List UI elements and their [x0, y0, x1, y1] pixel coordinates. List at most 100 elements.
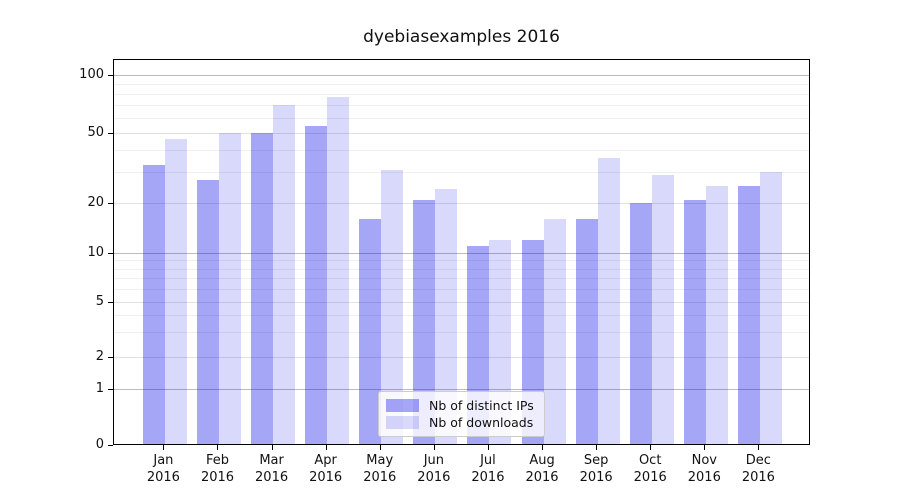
x-tick-label-month: Dec — [745, 453, 771, 468]
bar-downloads-jan — [164, 139, 187, 445]
x-tick-label-month: Jul — [480, 453, 496, 468]
x-tick-label-year: 2016 — [633, 470, 667, 485]
bar-distinct-ips-oct — [629, 203, 652, 445]
gridline-minor — [114, 172, 809, 174]
x-tick-label-month: Sep — [583, 453, 609, 468]
x-tick-label-month: Oct — [638, 453, 662, 468]
y-tick-label: 0 — [95, 437, 104, 452]
x-tick-label-year: 2016 — [471, 470, 505, 485]
bar-distinct-ips-dec — [737, 186, 760, 445]
y-tick-label: 100 — [79, 67, 104, 82]
legend-swatch-downloads — [386, 416, 419, 429]
gridline-minor — [114, 278, 809, 280]
gridline-major — [114, 389, 809, 391]
x-tick-label-month: Feb — [205, 453, 229, 468]
x-tick-label-year: 2016 — [417, 470, 451, 485]
bar-downloads-nov — [705, 186, 728, 445]
x-tick-label-year: 2016 — [579, 470, 613, 485]
y-tick-mark — [108, 389, 113, 391]
x-tick-label-month: Jun — [423, 453, 444, 468]
chart-title: dyebiasexamples 2016 — [363, 27, 560, 47]
x-tick-mark — [487, 445, 489, 450]
gridline-minor — [114, 288, 809, 290]
gridline-minor — [114, 260, 809, 262]
x-tick-label-month: Aug — [529, 453, 555, 468]
x-tick-mark — [163, 445, 165, 450]
bar-downloads-dec — [759, 172, 782, 445]
gridline-minor — [114, 117, 809, 119]
y-tick-mark — [108, 203, 113, 205]
bar-distinct-ips-apr — [305, 126, 328, 445]
x-tick-mark — [758, 445, 760, 450]
bar-downloads-aug — [543, 219, 566, 445]
bar-downloads-may — [381, 169, 404, 445]
x-tick-label-year: 2016 — [525, 470, 559, 485]
gridline-labeled-minor — [114, 132, 809, 134]
y-tick-mark — [108, 253, 113, 254]
bar-distinct-ips-sep — [575, 219, 598, 445]
gridline-major — [114, 253, 809, 254]
y-tick-mark — [108, 356, 113, 358]
x-tick-label-year: 2016 — [687, 470, 721, 485]
bar-distinct-ips-jan — [142, 164, 165, 445]
gridline-minor — [114, 268, 809, 270]
legend-item: Nb of downloads — [386, 415, 536, 430]
y-tick-label: 2 — [95, 348, 104, 364]
bar-distinct-ips-nov — [683, 199, 706, 445]
x-tick-label-year: 2016 — [309, 470, 343, 485]
bar-distinct-ips-may — [359, 219, 382, 445]
bar-downloads-jun — [435, 189, 458, 445]
gridline-minor — [114, 83, 809, 85]
bar-distinct-ips-jun — [413, 199, 436, 445]
x-tick-label-month: Nov — [691, 453, 717, 468]
bar-downloads-feb — [218, 132, 241, 445]
x-tick-label-month: Apr — [314, 453, 337, 468]
y-tick-label: 1 — [95, 381, 104, 397]
x-tick-mark — [271, 445, 273, 450]
y-tick-label: 10 — [87, 245, 104, 260]
legend-swatch-distinct-ips — [386, 399, 419, 412]
y-tick-label: 20 — [87, 195, 104, 211]
bar-distinct-ips-mar — [251, 132, 274, 445]
legend: Nb of distinct IPs Nb of downloads — [378, 391, 545, 437]
x-tick-label-year: 2016 — [363, 470, 397, 485]
x-tick-mark — [325, 445, 327, 450]
y-tick-mark — [108, 75, 113, 76]
bar-downloads-oct — [651, 174, 674, 445]
gridline-minor — [114, 93, 809, 95]
bar-downloads-mar — [273, 104, 296, 445]
x-tick-label-month: Jan — [153, 453, 174, 468]
y-tick-mark — [108, 132, 113, 134]
bar-downloads-apr — [327, 96, 350, 445]
x-tick-mark — [217, 445, 219, 450]
gridline-minor — [114, 104, 809, 106]
x-tick-mark — [379, 445, 381, 450]
x-tick-mark — [596, 445, 598, 450]
y-tick-mark — [108, 301, 113, 303]
x-tick-label-year: 2016 — [741, 470, 775, 485]
gridline-labeled-minor — [114, 356, 809, 358]
x-tick-label-year: 2016 — [255, 470, 289, 485]
x-tick-label-month: Mar — [259, 453, 284, 468]
gridline-labeled-minor — [114, 203, 809, 205]
gridline-minor — [114, 149, 809, 151]
y-tick-label: 50 — [87, 124, 104, 140]
x-tick-mark — [433, 445, 435, 450]
gridline-major — [114, 75, 809, 76]
gridline-minor — [114, 332, 809, 334]
x-tick-label-year: 2016 — [200, 470, 235, 485]
x-tick-label-year: 2016 — [146, 470, 180, 485]
x-tick-mark — [650, 445, 652, 450]
legend-label-distinct-ips: Nb of distinct IPs — [429, 398, 534, 413]
y-tick-mark — [108, 445, 113, 446]
x-tick-mark — [704, 445, 706, 450]
legend-label-downloads: Nb of downloads — [429, 415, 534, 430]
x-tick-label-month: May — [366, 453, 394, 468]
x-tick-mark — [542, 445, 544, 450]
legend-item: Nb of distinct IPs — [386, 398, 536, 413]
bar-distinct-ips-feb — [196, 180, 219, 445]
gridline-labeled-minor — [114, 301, 809, 303]
gridline-minor — [114, 315, 809, 317]
y-tick-label: 5 — [95, 293, 104, 309]
